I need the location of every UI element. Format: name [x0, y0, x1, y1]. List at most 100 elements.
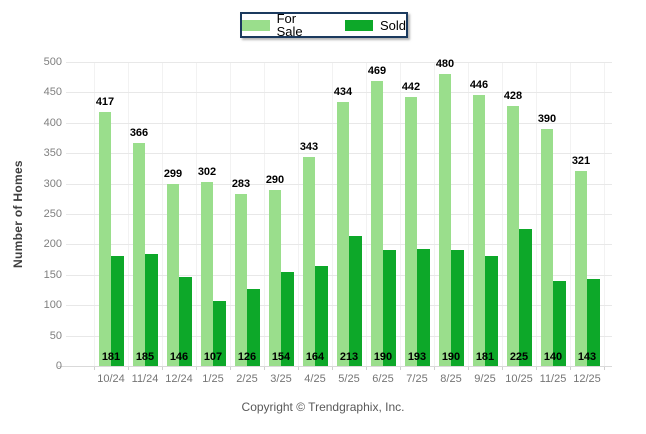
bar-sold: [383, 250, 396, 366]
x-axis-category-label: 2/25: [236, 373, 258, 385]
bar-sold: [349, 236, 362, 366]
x-axis-category-label: 10/24: [97, 373, 125, 385]
for-sale-value-label: 390: [537, 113, 557, 125]
sold-value-label: 190: [441, 351, 461, 363]
horizontal-gridline: [66, 62, 612, 63]
sold-value-label: 213: [339, 351, 359, 363]
x-axis-tick: [434, 367, 435, 370]
bar-for-sale: [439, 74, 451, 366]
x-axis-category-label: 4/25: [304, 373, 326, 385]
y-axis-tick-label: 450: [43, 86, 62, 99]
bar-sold: [519, 229, 532, 366]
sold-value-label: 193: [407, 351, 427, 363]
y-axis-tick-label: 250: [43, 208, 62, 220]
for-sale-value-label: 290: [265, 174, 285, 186]
x-axis-category-label: 12/24: [165, 373, 193, 385]
sold-value-label: 107: [203, 351, 223, 363]
bar-for-sale: [371, 81, 383, 366]
bar-for-sale: [201, 182, 213, 366]
x-axis-tick: [230, 367, 231, 370]
bar-for-sale: [575, 171, 587, 366]
bar-for-sale: [99, 112, 111, 366]
bar-for-sale: [235, 194, 247, 366]
horizontal-gridline: [58, 366, 612, 367]
bar-for-sale: [167, 184, 179, 366]
x-axis-tick: [196, 367, 197, 370]
for-sale-value-label: 417: [95, 96, 115, 108]
bar-sold: [451, 250, 464, 366]
for-sale-value-label: 321: [571, 155, 591, 167]
bar-for-sale: [269, 190, 281, 366]
bar-sold: [145, 254, 158, 366]
bar-sold: [281, 272, 294, 366]
x-axis-tick: [162, 367, 163, 370]
bar-sold: [179, 277, 192, 366]
sold-value-label: 154: [271, 351, 291, 363]
for-sale-value-label: 283: [231, 178, 251, 190]
for-sale-value-label: 343: [299, 141, 319, 153]
bar-for-sale: [133, 143, 145, 366]
x-axis-tick: [94, 367, 95, 370]
sold-value-label: 164: [305, 351, 325, 363]
bar-sold: [111, 256, 124, 366]
sold-value-label: 181: [475, 351, 495, 363]
legend-label-sold: Sold: [379, 17, 406, 33]
bar-for-sale: [473, 95, 485, 366]
x-axis-tick: [298, 367, 299, 370]
bar-sold: [315, 266, 328, 366]
x-axis-category-label: 11/24: [131, 373, 159, 385]
x-axis-category-label: 6/25: [372, 373, 394, 385]
x-axis-category-label: 9/25: [474, 373, 496, 385]
x-axis-tick: [366, 367, 367, 370]
bar-for-sale: [405, 97, 417, 366]
sold-value-label: 140: [543, 351, 563, 363]
x-axis-tick: [264, 367, 265, 370]
bar-for-sale: [337, 102, 349, 366]
x-axis-tick: [536, 367, 537, 370]
for-sale-value-label: 299: [163, 168, 183, 180]
x-axis-category-label: 1/25: [202, 373, 224, 385]
y-axis-tick-label: 200: [43, 238, 62, 251]
bar-sold: [485, 256, 498, 366]
bar-sold: [417, 249, 430, 366]
bar-sold: [587, 279, 600, 366]
copyright-text: Copyright © Trendgraphix, Inc.: [241, 400, 405, 414]
for-sale-value-label: 434: [333, 86, 353, 98]
chart-legend: For Sale Sold: [240, 12, 408, 38]
x-axis-tick: [332, 367, 333, 370]
bar-sold: [553, 281, 566, 366]
y-axis-tick-label: 0: [55, 360, 62, 372]
y-axis-tick-label: 300: [43, 177, 62, 190]
x-axis-tick: [502, 367, 503, 370]
sold-value-label: 146: [169, 351, 189, 363]
x-axis-category-label: 3/25: [270, 373, 292, 385]
y-axis-tick-label: 350: [43, 147, 62, 160]
x-axis-category-label: 8/25: [440, 373, 462, 385]
x-axis-category-label: 10/25: [505, 373, 533, 385]
x-axis-tick: [468, 367, 469, 370]
y-axis-tick-label: 500: [43, 56, 62, 68]
for-sale-value-label: 480: [435, 58, 455, 70]
sold-value-label: 190: [373, 351, 393, 363]
bar-for-sale: [507, 106, 519, 366]
for-sale-value-label: 366: [129, 127, 149, 139]
sold-value-label: 225: [509, 351, 529, 363]
for-sale-swatch-icon: [242, 19, 270, 31]
legend-item-sold: Sold: [344, 17, 406, 33]
y-axis-tick-label: 400: [43, 116, 62, 129]
y-axis-tick-label: 150: [43, 268, 62, 281]
x-axis-category-label: 11/25: [539, 373, 567, 385]
for-sale-value-label: 446: [469, 79, 489, 91]
y-axis-title: Number of Homes: [11, 160, 25, 268]
x-axis-tick: [604, 367, 605, 370]
bar-for-sale: [303, 157, 315, 366]
y-axis-tick-label: 50: [49, 329, 62, 342]
x-axis-category-label: 5/25: [338, 373, 360, 385]
bar-for-sale: [541, 129, 553, 366]
sold-value-label: 185: [135, 351, 155, 363]
sold-swatch-icon: [344, 19, 373, 31]
for-sale-value-label: 428: [503, 90, 523, 102]
for-sale-value-label: 469: [367, 65, 387, 77]
sold-value-label: 181: [101, 351, 121, 363]
